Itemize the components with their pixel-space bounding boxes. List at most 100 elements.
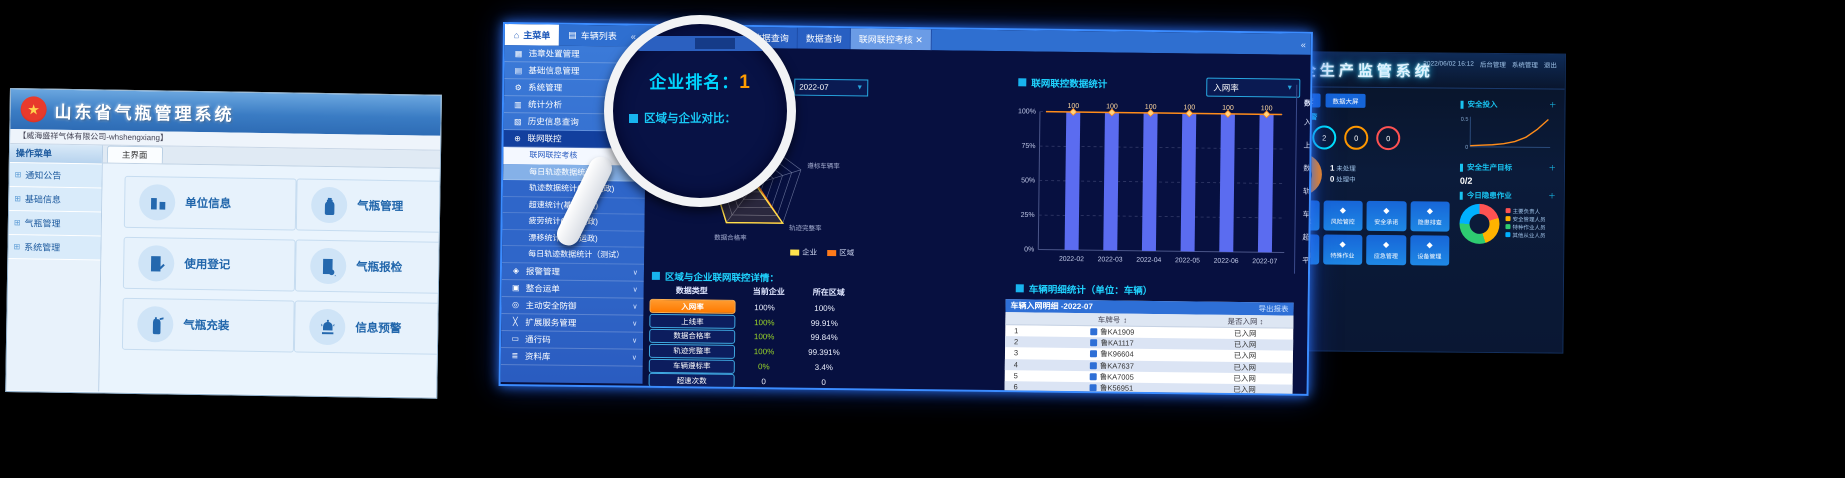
metric-button-超速次数[interactable]: 超速次数	[648, 373, 735, 389]
stat-ring: 0	[1344, 125, 1369, 150]
library-icon: ≣	[511, 351, 519, 361]
tile-使用登记[interactable]: 使用登记	[122, 236, 296, 292]
tab-数据查询[interactable]: 数据查询	[797, 27, 851, 50]
svg-text:100: 100	[1222, 105, 1234, 112]
gas-cylinder-app-window: ★ 山东省气瓶管理系统 【威海盛祥气体有限公司-whshengxiang】 操作…	[5, 88, 442, 399]
region-value: 99.84%	[810, 333, 838, 343]
company-value: 0	[761, 377, 766, 387]
app-tile-隐患排查[interactable]: ◆ 隐患排查	[1409, 201, 1450, 232]
svg-text:2022-02: 2022-02	[1059, 256, 1084, 263]
register-form-icon	[137, 245, 175, 282]
add-icon[interactable]: ＋	[1548, 100, 1557, 110]
sidebar-item-资料库[interactable]: ≣ 资料库 ∨	[500, 347, 644, 367]
bar-section-title: 联网联控数据统计	[1018, 75, 1107, 90]
plate-number: 鲁KA1117	[1100, 338, 1134, 349]
app-tile-label: 风险管控	[1330, 219, 1355, 226]
gear-icon: ⚙	[514, 82, 522, 92]
tab-vehicle-list[interactable]: ▤ 车辆列表	[568, 29, 617, 42]
metric-button-数据合格率[interactable]: 数据合格率	[649, 328, 736, 344]
sidebar-item-label: 系统管理	[24, 242, 61, 253]
tab-main-view[interactable]: 主界面	[106, 145, 163, 164]
metric-select[interactable]: 入网率 ▼	[1206, 77, 1301, 98]
tile-气瓶充装[interactable]: 气瓶充装	[121, 297, 295, 353]
status-cell: 已入网	[1233, 373, 1257, 384]
tab-main-menu[interactable]: ⌂ 主菜单	[504, 24, 560, 46]
radar-legend: 企业 区域	[790, 247, 854, 259]
app-tile-应急管理[interactable]: ◆ 应急管理	[1366, 234, 1406, 266]
month-row-label: 入网率	[1303, 117, 1313, 128]
metric-button-上线率[interactable]: 上线率	[649, 313, 736, 330]
sidebar-item-通知公告[interactable]: ⊞ 通知公告	[9, 163, 102, 189]
link-backend[interactable]: 后台管理	[1479, 61, 1506, 70]
sidebar-item-系统管理[interactable]: ⊞ 系统管理	[8, 234, 101, 261]
region-value: 100%	[814, 303, 835, 313]
bar-chart: 100% 75% 50% 25% 0% 100 2022-02 100 2022-03 100 20…	[1018, 103, 1286, 265]
last-page-button[interactable]: »	[1089, 395, 1102, 396]
tile-信息预警[interactable]: 信息预警	[293, 300, 442, 356]
tile-label: 气瓶充装	[183, 319, 230, 333]
next-page-button[interactable]: ›	[1075, 395, 1087, 396]
current-page[interactable]: 1	[1060, 394, 1073, 396]
sidebar-item-整合运单[interactable]: ▣ 整合运单 ∨	[501, 279, 644, 299]
plate-number: 鲁KA1909	[1100, 327, 1135, 337]
prev-page-button[interactable]: ‹	[1047, 394, 1059, 396]
svg-text:遵标车辆率: 遵标车辆率	[807, 161, 840, 170]
metric-button-车辆遵标率[interactable]: 车辆遵标率	[648, 358, 735, 374]
tabs-collapse-right-icon[interactable]: «	[1300, 39, 1306, 50]
magnified-enterprise-rank: 企业排名：1	[649, 72, 751, 93]
query-date-select[interactable]: 2022-07 ▼	[794, 78, 869, 97]
dropdown-arrow-icon: ▼	[856, 84, 864, 92]
tile-label: 气瓶报检	[356, 261, 403, 275]
vehicle-row[interactable]: 6 鲁K56951 已入网	[1004, 381, 1293, 396]
app-tile-label: 特殊作业	[1330, 253, 1355, 260]
left-sidebar: 操作菜单 ⊞ 通知公告 ⊞ 基础信息 ⊞ 气瓶管理 ⊞ 系统管理	[6, 144, 104, 392]
metric-button-平均疲劳[interactable]: 平均疲劳	[648, 387, 735, 396]
base-info-icon: ▤	[514, 65, 523, 75]
row-index: 1	[1014, 326, 1019, 336]
sidebar-subitem-每日轨迹数据统计（测试）[interactable]: 每日轨迹数据统计（测试）	[502, 246, 645, 265]
add-icon[interactable]: ＋	[1548, 163, 1557, 173]
sidebar-item-label: 违章处置管理	[528, 48, 580, 59]
sidebar-item-基础信息[interactable]: ⊞ 基础信息	[9, 187, 102, 213]
left-sidebar-title: 操作菜单	[9, 144, 103, 165]
stat-ring: 2	[1312, 125, 1337, 150]
tile-label: 气瓶管理	[357, 200, 404, 214]
plate-number: 鲁KA7637	[1099, 360, 1134, 371]
app-tile-风险管控[interactable]: ◆ 风险管控	[1322, 200, 1363, 231]
violation-icon: ▦	[514, 48, 523, 58]
svg-text:数据合格率: 数据合格率	[714, 233, 747, 242]
building-icon	[138, 184, 176, 221]
cylinder-icon	[310, 186, 348, 224]
app-tile-label: 应急管理	[1373, 253, 1398, 260]
tile-气瓶管理[interactable]: 气瓶管理	[295, 178, 442, 234]
metric-button-入网率[interactable]: 入网率	[649, 299, 736, 315]
sidebar-item-label: 资料库	[524, 350, 551, 362]
metric-button-轨迹完整率[interactable]: 轨迹完整率	[648, 343, 736, 359]
sidebar-item-扩展服务管理[interactable]: ╳ 扩展服务管理 ∨	[501, 313, 644, 333]
tab-联网联控考核 ✕[interactable]: 联网联控考核 ✕	[850, 28, 933, 51]
export-report-button[interactable]: 导出报表	[1258, 304, 1289, 314]
sidebar-item-气瓶管理[interactable]: ⊞ 气瓶管理	[8, 211, 102, 237]
sidebar-item-报警管理[interactable]: ◈ 报警管理 ∨	[501, 262, 645, 282]
add-icon[interactable]: ＋	[1548, 191, 1556, 201]
sidebar-item-主动安全防御[interactable]: ◎ 主动安全防御 ∨	[501, 296, 644, 316]
vehicle-table: 车辆入网明细 -2022-07 导出报表 车牌号 ↕ 是否入网 ↕ 1 鲁KA190…	[1004, 299, 1294, 396]
tile-单位信息[interactable]: 单位信息	[123, 175, 297, 231]
app-tile-特殊作业[interactable]: ◆ 特殊作业	[1322, 234, 1363, 265]
tile-气瓶报检[interactable]: 气瓶报检	[294, 239, 442, 295]
col-status[interactable]: 是否入网 ↕	[1227, 316, 1264, 326]
datetime: 2022/06/02 16:12	[1423, 59, 1474, 68]
magnified-radar-title: 区域与企业对比：	[629, 110, 736, 126]
status-cell: 已入网	[1233, 340, 1257, 350]
pill-数据大屏[interactable]: 数据大屏	[1325, 93, 1366, 108]
link-sysadmin[interactable]: 系统管理	[1511, 62, 1538, 70]
app-tile-设备管理[interactable]: ◆ 设备管理	[1409, 235, 1450, 266]
first-page-button[interactable]: «	[1032, 394, 1045, 396]
sidebar-item-通行码[interactable]: ▭ 通行码 ∨	[501, 330, 644, 350]
page-size-select[interactable]: 10 ▾	[1008, 394, 1030, 396]
app-tile-安全承诺[interactable]: ◆ 安全承诺	[1366, 200, 1407, 232]
plate-number: 鲁KA7005	[1099, 372, 1134, 382]
col-plate[interactable]: 车牌号 ↕	[1097, 314, 1128, 325]
link-logout[interactable]: 退出	[1543, 62, 1557, 70]
